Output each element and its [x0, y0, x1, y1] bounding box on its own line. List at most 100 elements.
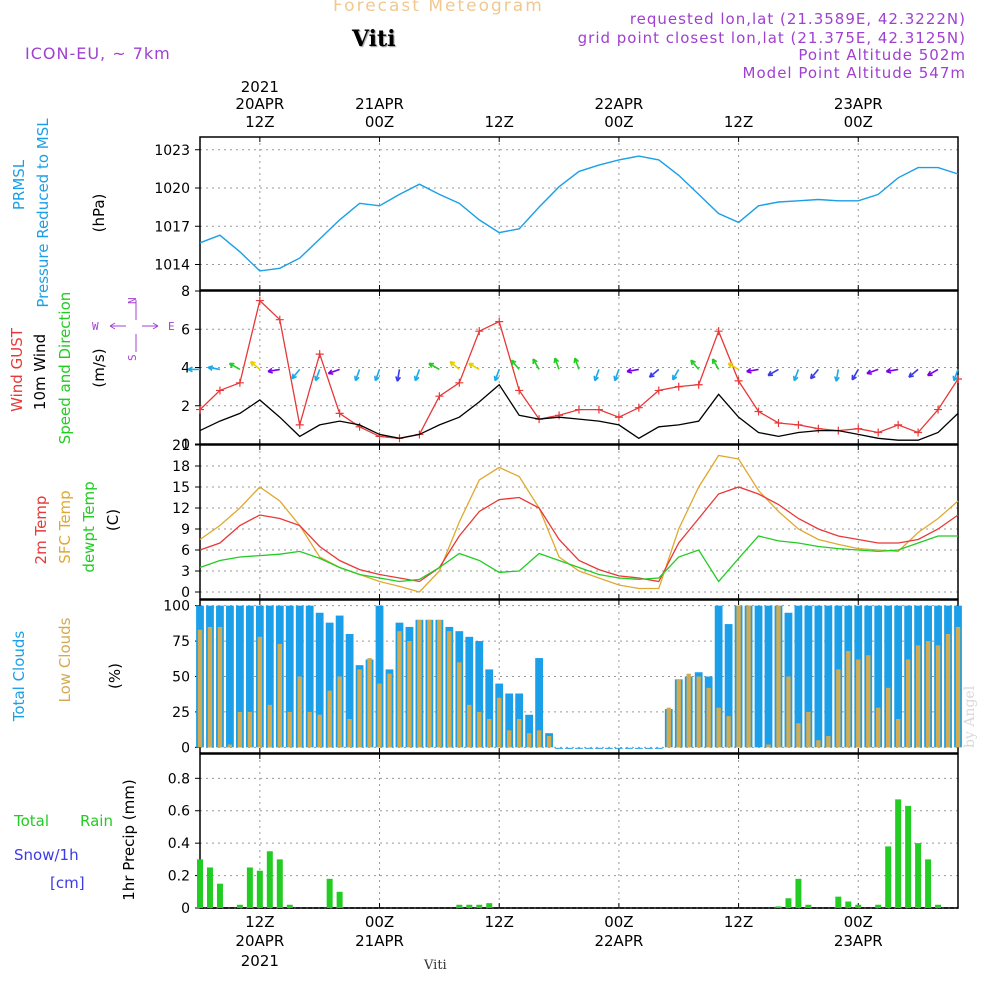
- low-cloud-bar: [526, 733, 532, 748]
- wind-arrow-head: [267, 367, 273, 374]
- gust-marker: [235, 378, 244, 387]
- total-cloud-bar: [724, 624, 733, 748]
- wind-arrow-head: [468, 362, 474, 369]
- gust-marker: [575, 405, 583, 414]
- wind-direction-arrow: [866, 368, 879, 375]
- wind-arrow-head: [493, 375, 500, 382]
- wind-direction-arrow: [594, 369, 600, 381]
- top-time-label: 00Z: [604, 113, 633, 131]
- low-cloud-bar: [866, 655, 871, 748]
- gust-marker: [495, 317, 504, 326]
- low-cloud-bar: [297, 676, 302, 748]
- low-cloud-bar: [457, 662, 462, 748]
- gust-marker: [674, 382, 683, 391]
- rain-bar: [286, 904, 293, 908]
- gust-marker: [734, 376, 743, 385]
- wind-direction-arrow: [727, 362, 739, 371]
- low-cloud-bar: [836, 669, 841, 748]
- top-time-label: 22APR: [594, 95, 643, 113]
- bottom-time-label: 2021: [241, 952, 279, 970]
- y-tick-label: 18: [172, 459, 190, 475]
- total-clouds-label: Total Clouds: [10, 631, 28, 723]
- clouds-unit-label: (%): [106, 663, 124, 689]
- low-cloud-bar: [337, 676, 342, 748]
- wind-direction-arrow: [711, 358, 720, 370]
- low-cloud-bar: [507, 730, 512, 748]
- low-clouds-label: Low Clouds: [56, 617, 74, 702]
- y-tick-label: 0.8: [168, 771, 190, 787]
- rain-bar: [476, 904, 483, 908]
- y-tick-label: 75: [172, 634, 190, 650]
- y-tick-label: 9: [181, 522, 190, 538]
- total-cloud-bar: [345, 634, 354, 748]
- wind-direction-arrow: [626, 368, 639, 373]
- low-cloud-bar: [257, 636, 263, 748]
- rain-bar: [486, 903, 493, 908]
- total-cloud-bar: [814, 605, 823, 748]
- wind-direction-arrow: [414, 369, 421, 381]
- low-cloud-bar: [766, 744, 771, 748]
- total-cloud-bar: [485, 669, 494, 748]
- wind-arrow-head: [374, 375, 380, 382]
- low-cloud-bar: [895, 719, 901, 748]
- rain-bar: [236, 904, 243, 908]
- top-time-label: 12Z: [485, 113, 514, 131]
- total-cloud-bar: [226, 605, 234, 748]
- total-cloud-bar: [794, 605, 803, 748]
- top-time-label: 2021: [241, 78, 279, 96]
- compass-east: E: [168, 320, 175, 333]
- wind-direction-arrow: [328, 368, 340, 375]
- compass-west: W: [92, 320, 99, 333]
- low-cloud-bar: [367, 658, 372, 748]
- low-cloud-bar: [786, 676, 791, 748]
- compass-south: S: [126, 354, 139, 361]
- low-cloud-bar: [207, 626, 213, 748]
- gust-marker: [594, 405, 603, 414]
- rain-bar: [246, 867, 253, 908]
- wind-arrow-head: [593, 375, 600, 382]
- wind-arrow-head: [926, 370, 933, 377]
- panel-frame: [199, 290, 959, 445]
- rain-bar: [795, 878, 802, 908]
- total-rain-label-2: Rain: [80, 812, 113, 830]
- wind-direction-arrow: [428, 362, 440, 371]
- wind-gust-line: [199, 299, 959, 439]
- low-cloud-bar: [307, 711, 312, 748]
- low-cloud-bar: [327, 690, 332, 748]
- low-cloud-bar: [277, 643, 282, 748]
- total-cloud-bar: [325, 622, 334, 748]
- gust-marker: [455, 378, 464, 387]
- wind-arrow-head: [908, 372, 914, 378]
- wind-arrow-head: [573, 357, 580, 364]
- sfc-temp-label: SFC Temp: [56, 490, 74, 563]
- low-cloud-bar: [736, 605, 741, 748]
- low-cloud-bar: [746, 605, 751, 748]
- rain-bar: [256, 870, 263, 908]
- low-cloud-bar: [247, 711, 253, 748]
- requested-coords: requested lon,lat (21.3589E, 42.3222N): [629, 10, 966, 28]
- wind-arrow-head: [449, 360, 456, 367]
- wind-direction-arrow: [229, 362, 241, 371]
- wind-arrow-head: [727, 362, 734, 369]
- bottom-time-label: 00Z: [844, 913, 873, 931]
- total-cloud-bar: [764, 605, 773, 748]
- total-cloud-bar: [315, 612, 324, 748]
- top-time-label: 12Z: [245, 113, 274, 131]
- wind-direction-arrow: [374, 369, 381, 381]
- y-tick-label: 3: [181, 564, 190, 580]
- rain-bar: [805, 904, 812, 908]
- wind-direction-arrow: [314, 369, 321, 381]
- rain-bar: [885, 846, 892, 908]
- low-cloud-bar: [886, 687, 891, 748]
- rain-bar: [456, 904, 463, 908]
- low-cloud-bar: [197, 629, 203, 748]
- wind-arrow-head: [291, 373, 297, 380]
- low-cloud-bar: [925, 641, 931, 748]
- bottom-time-label: 12Z: [485, 913, 514, 931]
- low-cloud-bar: [945, 634, 951, 748]
- y-tick-label: 15: [172, 480, 190, 496]
- app-title: Forecast Meteogram: [333, 0, 544, 16]
- low-cloud-bar: [816, 740, 821, 748]
- gust-marker: [754, 407, 763, 416]
